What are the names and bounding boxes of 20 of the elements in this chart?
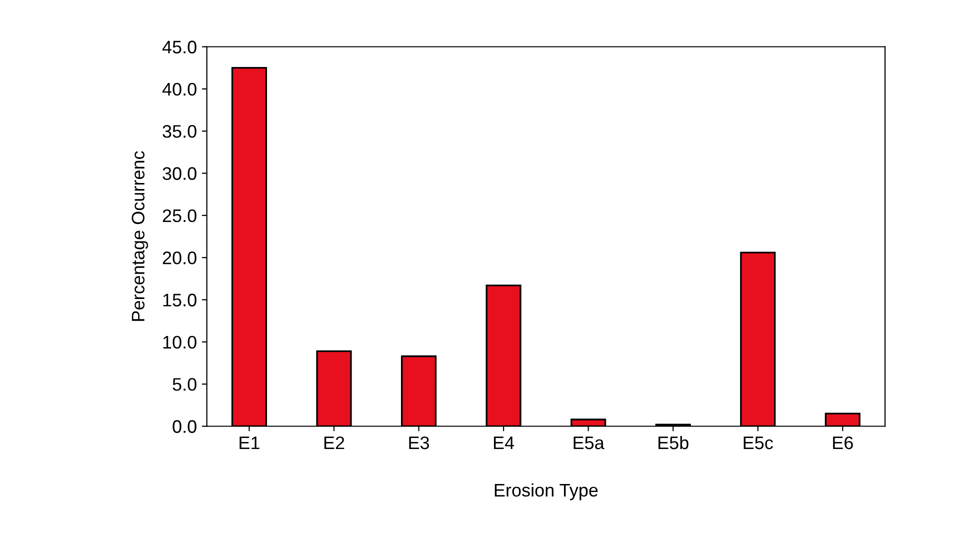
y-tick-label: 5.0	[172, 378, 196, 391]
y-tick-label: 0.0	[172, 420, 196, 433]
x-tick-label: E3	[409, 436, 430, 450]
y-tick-label: 25.0	[162, 209, 196, 222]
y-tick-label: 35.0	[162, 125, 196, 138]
x-axis-title: Erosion Type	[494, 483, 598, 500]
x-tick-label: E5a	[574, 436, 604, 450]
x-tick-label: E5b	[658, 436, 688, 450]
y-tick-label: 45.0	[162, 40, 196, 54]
x-tick-label: E4	[494, 436, 514, 450]
y-tick-label: 20.0	[162, 252, 196, 264]
y-axis-title: Percentage Ocurrenc	[132, 151, 148, 321]
x-tick-label: E6	[833, 436, 853, 450]
y-tick-label: 10.0	[163, 336, 196, 349]
x-tick-label: E1	[240, 436, 260, 450]
y-tick-label: 15.0	[163, 294, 196, 306]
x-tick-label: E2	[324, 436, 344, 450]
x-tick-label: E5c	[744, 436, 773, 450]
y-tick-label: 40.0	[162, 82, 196, 96]
y-tick-label: 30.0	[162, 167, 196, 180]
